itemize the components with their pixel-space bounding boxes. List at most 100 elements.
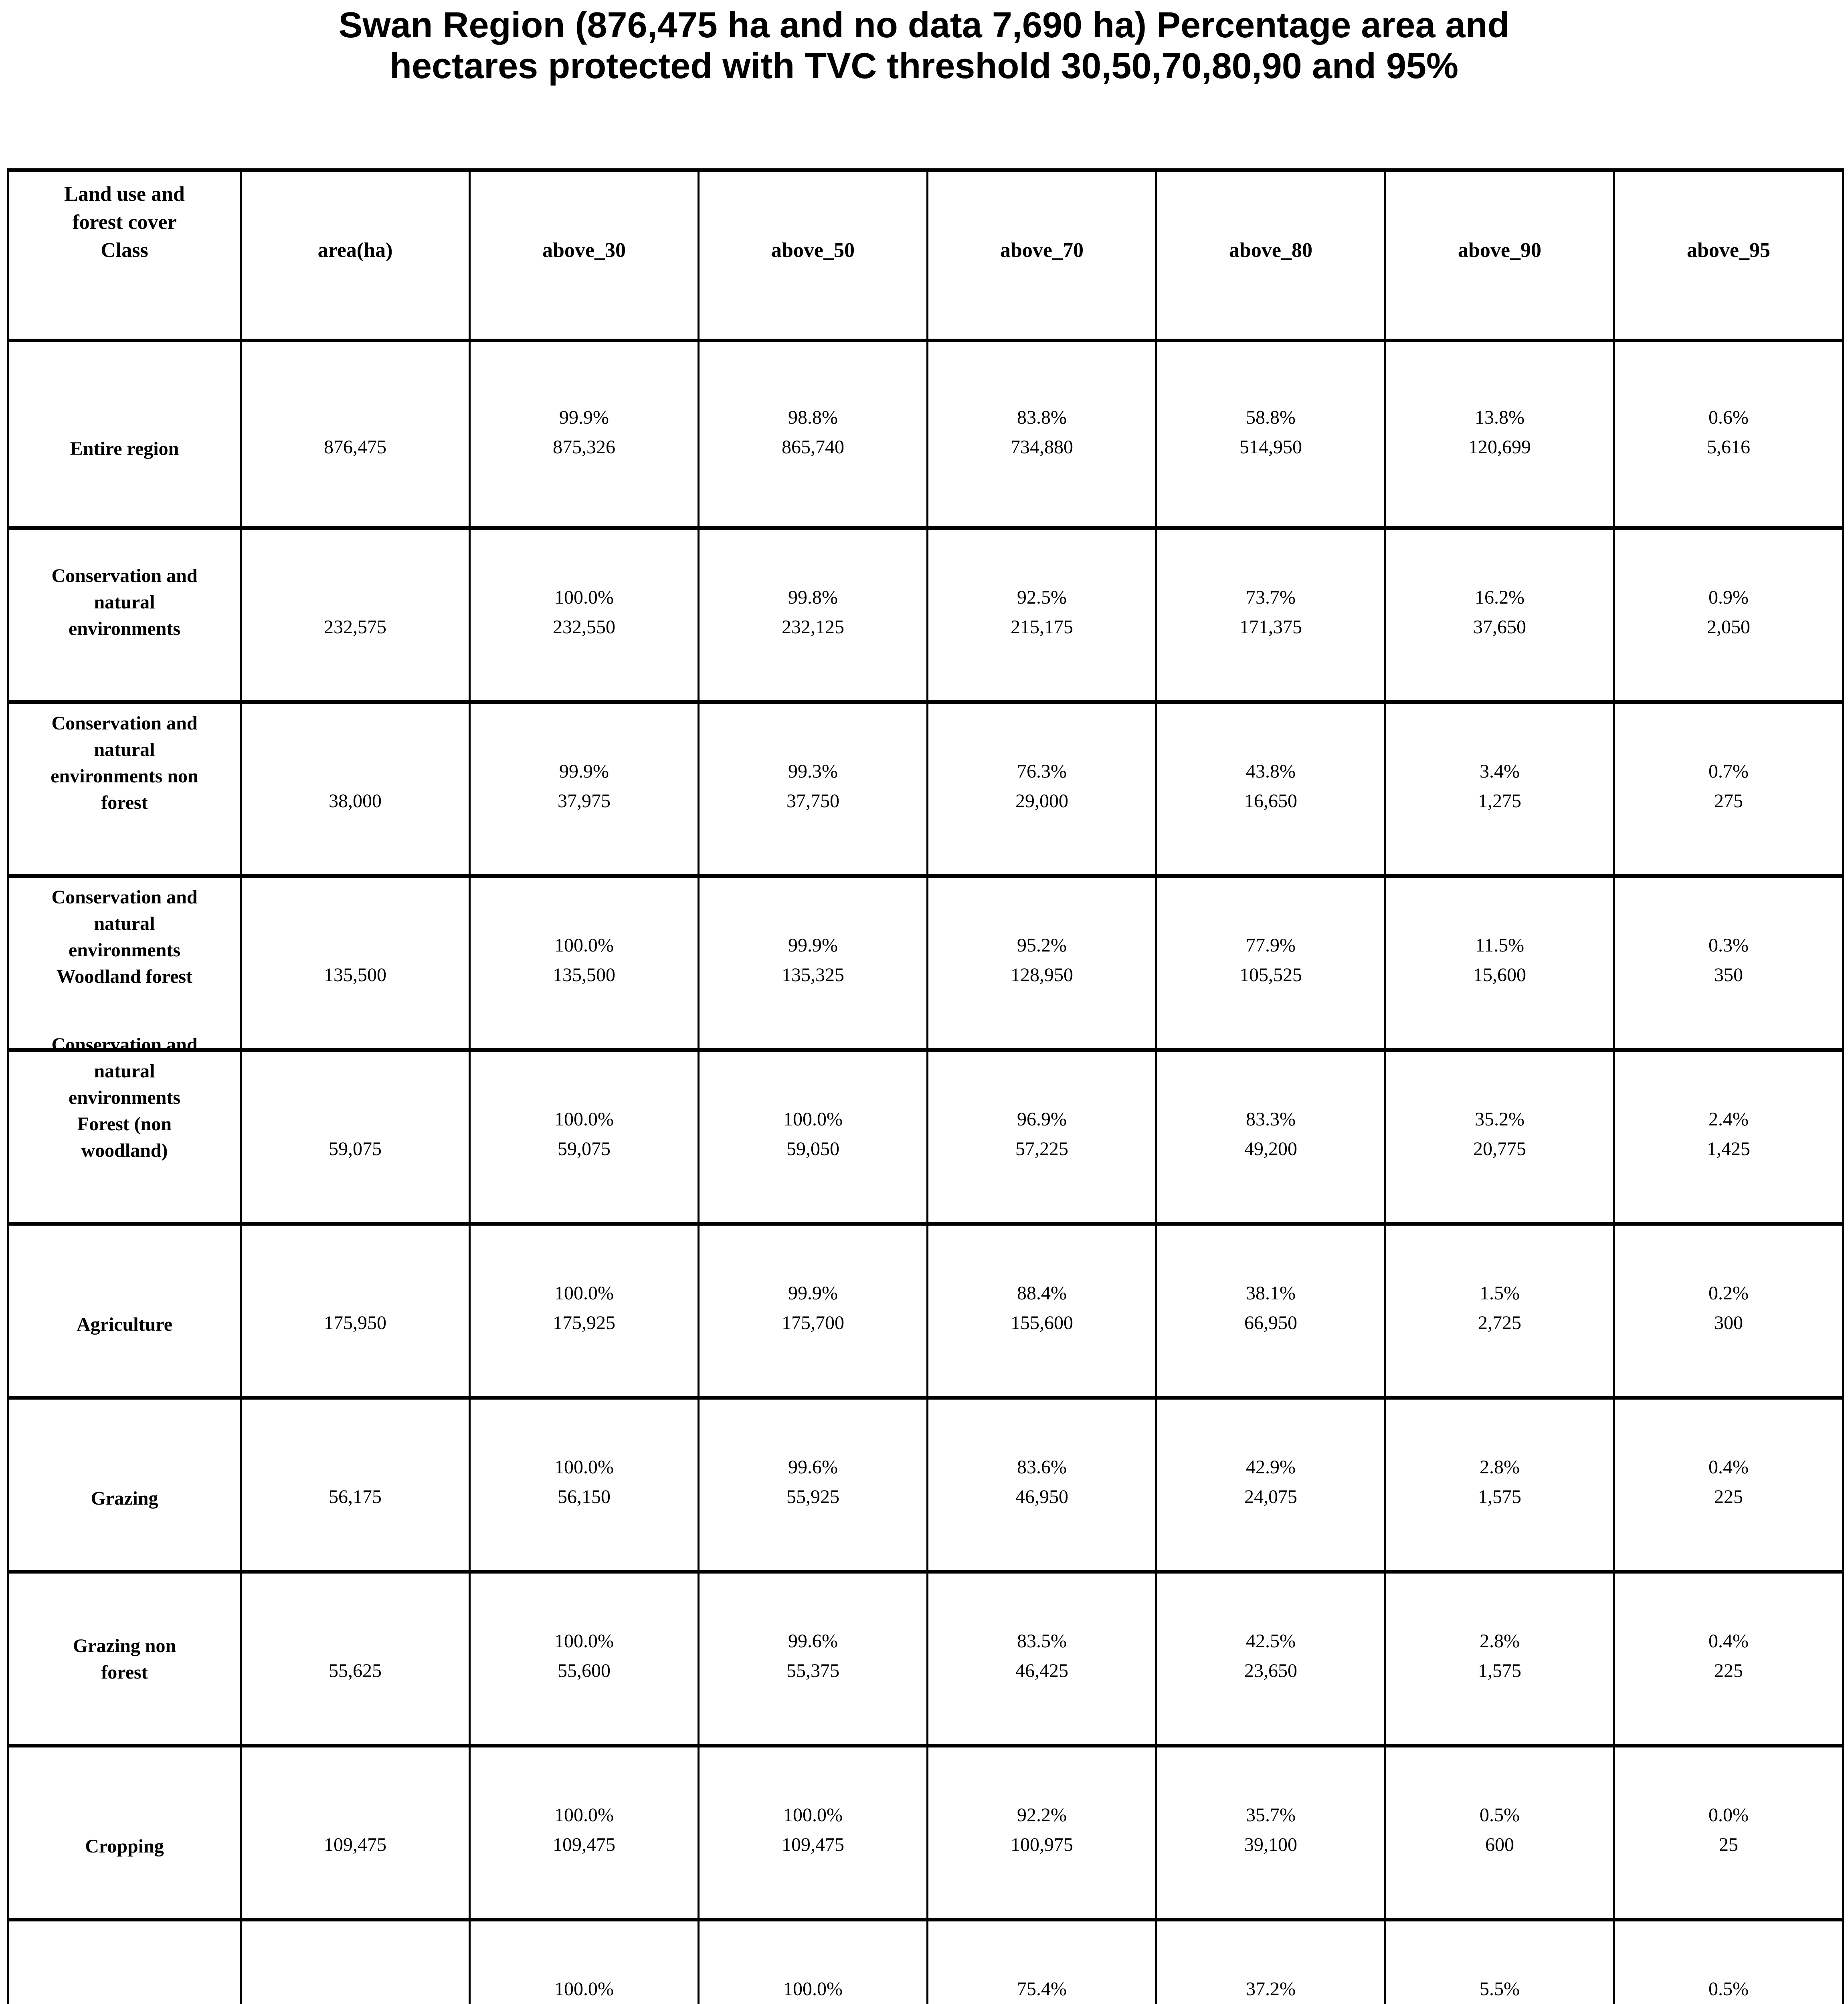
above-80-percent: 73.7% [1246, 587, 1296, 608]
above-30-percent: 100.0% [554, 935, 614, 956]
above-70-hectares: 128,950 [1011, 964, 1073, 986]
above-80-percent: 37.2% [1246, 1978, 1296, 2000]
cell-above-50: 99.3% 37,750 [698, 704, 926, 874]
cell-above-95: 0.4% 225 [1613, 1400, 1842, 1570]
above-30-hectares: 59,075 [558, 1138, 611, 1160]
above-90-percent: 2.8% [1480, 1630, 1520, 1652]
above-50-percent: 99.3% [788, 761, 838, 782]
table-row: Conservation and natural environments Fo… [9, 1034, 1842, 1226]
column-header-label: above_70 [1000, 239, 1084, 262]
cell-above-30: 99.9% 875,326 [469, 342, 698, 526]
cell-above-95: 0.9% 2,050 [1613, 530, 1842, 700]
column-header-above-80: above_80 [1155, 172, 1384, 339]
cell-above-50: 99.6% 55,375 [698, 1574, 926, 1744]
above-95-hectares: 225 [1714, 1660, 1743, 1681]
table-row: Grazing 56,175 100.0% 56,150 99.6% 55,925 83.6… [9, 1400, 1842, 1574]
cell-area-ha: 876,475 [240, 342, 469, 526]
data-table: Land use and forest cover Class area(ha) a… [7, 168, 1844, 2004]
above-50-hectares: 135,325 [782, 964, 844, 986]
column-header-label: above_90 [1458, 239, 1541, 262]
column-header-label: above_50 [771, 239, 855, 262]
above-95-percent: 0.6% [1708, 407, 1749, 428]
above-95-percent: 0.5% [1708, 1978, 1749, 2000]
cell-land-use-class: Conservation and natural environments [9, 530, 240, 700]
above-70-percent: 92.5% [1017, 587, 1067, 608]
cell-area-ha: 232,575 [240, 530, 469, 700]
cell-above-80: 42.9% 24,075 [1155, 1400, 1384, 1570]
above-95-percent: 0.0% [1708, 1804, 1749, 1826]
above-80-percent: 43.8% [1246, 761, 1296, 782]
cell-above-90: 2.8% 1,575 [1384, 1574, 1613, 1744]
cell-above-80: 38.1% 66,950 [1155, 1226, 1384, 1396]
column-header-label: above_30 [542, 239, 626, 262]
above-70-percent: 83.5% [1017, 1630, 1067, 1652]
column-header-label: above_80 [1229, 239, 1312, 262]
above-80-percent: 58.8% [1246, 407, 1296, 428]
cell-area-ha: 175,950 [240, 1226, 469, 1396]
above-90-hectares: 2,725 [1478, 1312, 1521, 1333]
cell-above-70: 96.9% 57,225 [926, 1052, 1155, 1222]
cell-above-70: 83.8% 734,880 [926, 342, 1155, 526]
cell-above-90: 13.8% 120,699 [1384, 342, 1613, 526]
column-header-above-90: above_90 [1384, 172, 1613, 339]
cell-above-30: 99.9% 37,975 [469, 704, 698, 874]
land-use-class-label: Grazing [91, 1488, 158, 1509]
above-30-percent: 100.0% [554, 1630, 614, 1652]
above-90-hectares: 20,775 [1473, 1138, 1526, 1160]
cell-above-30: 100.0% 135,500 [469, 878, 698, 1048]
above-50-percent: 99.6% [788, 1630, 838, 1652]
above-70-percent: 92.2% [1017, 1804, 1067, 1826]
cell-area-ha: 56,175 [240, 1400, 469, 1570]
above-95-percent: 0.2% [1708, 1283, 1749, 1304]
cell-land-use-class: Grazing [9, 1400, 240, 1570]
above-80-hectares: 171,375 [1239, 616, 1302, 638]
above-30-percent: 100.0% [554, 1109, 614, 1130]
cell-above-80: 58.8% 514,950 [1155, 342, 1384, 526]
cell-above-90: 11.5% 15,600 [1384, 878, 1613, 1048]
cell-above-50: 99.9% 175,700 [698, 1226, 926, 1396]
cell-above-80: 83.3% 49,200 [1155, 1052, 1384, 1222]
above-50-hectares: 232,125 [782, 616, 844, 638]
land-use-class-label: Conservation and natural environments Fo… [51, 1034, 198, 1161]
above-95-hectares: 1,425 [1707, 1138, 1750, 1160]
column-header-above-70: above_70 [926, 172, 1155, 339]
cell-above-90: 2.8% 1,575 [1384, 1400, 1613, 1570]
cell-area-ha: 135,500 [240, 878, 469, 1048]
above-70-hectares: 46,950 [1015, 1486, 1068, 1507]
cell-above-30: 100.0% 59,075 [469, 1052, 698, 1222]
title-line-1: Swan Region (876,475 ha and no data 7,69… [338, 5, 1510, 45]
cell-above-95: 0.4% 225 [1613, 1574, 1842, 1744]
cell-above-30: 100.0%10,075 [469, 1921, 698, 2004]
above-80-percent: 77.9% [1246, 935, 1296, 956]
above-90-percent: 35.2% [1475, 1109, 1524, 1130]
cell-above-80: 77.9% 105,525 [1155, 878, 1384, 1048]
above-30-percent: 100.0% [554, 1804, 614, 1826]
above-90-percent: 2.8% [1480, 1457, 1520, 1478]
above-90-percent: 16.2% [1475, 587, 1524, 608]
cell-above-50: 100.0%10,075 [698, 1921, 926, 2004]
cell-above-30: 100.0% 109,475 [469, 1747, 698, 1918]
cell-land-use-class: Conservation and natural environments Fo… [9, 1034, 240, 1222]
column-header-above-30: above_30 [469, 172, 698, 339]
table-header-row: Land use and forest cover Class area(ha) a… [9, 172, 1842, 342]
column-header-above-50: above_50 [698, 172, 926, 339]
cell-above-50: 99.8% 232,125 [698, 530, 926, 700]
above-30-percent: 99.9% [559, 761, 609, 782]
page-title: Swan Region (876,475 ha and no data 7,69… [0, 5, 1848, 87]
above-90-hectares: 37,650 [1473, 616, 1526, 638]
above-90-hectares: 15,600 [1473, 964, 1526, 986]
above-70-hectares: 29,000 [1015, 790, 1068, 812]
above-80-hectares: 23,650 [1244, 1660, 1297, 1681]
area-ha-value: 56,175 [329, 1486, 382, 1507]
above-70-percent: 76.3% [1017, 761, 1067, 782]
cell-above-70: 75.4%7,600 [926, 1921, 1155, 2004]
land-use-class-label: Grazing non forest [73, 1635, 176, 1683]
table-row: Agriculture 175,950 100.0% 175,925 99.9% 175,… [9, 1226, 1842, 1400]
cell-above-80: 43.8% 16,650 [1155, 704, 1384, 874]
above-90-percent: 13.8% [1475, 407, 1524, 428]
above-80-percent: 42.9% [1246, 1457, 1296, 1478]
cell-area-ha: 109,475 [240, 1747, 469, 1918]
title-line-2: hectares protected with TVC threshold 30… [390, 46, 1458, 86]
land-use-class-label: Conservation and natural environments no… [51, 713, 198, 813]
cell-land-use-class: Agriculture [9, 1226, 240, 1396]
